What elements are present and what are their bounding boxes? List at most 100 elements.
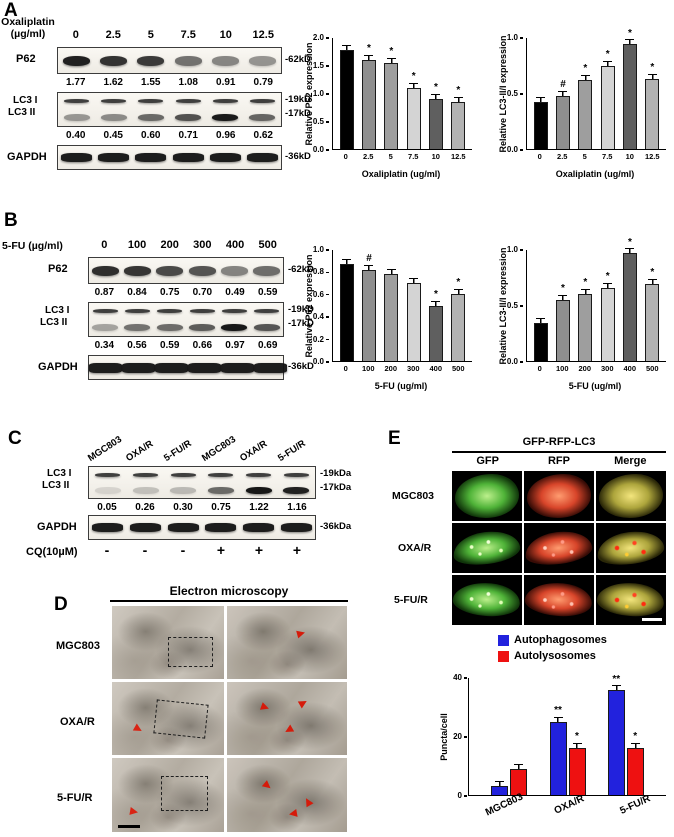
significance: #: [560, 78, 566, 90]
band: [188, 265, 216, 276]
band: [189, 324, 216, 332]
significance: *: [650, 267, 655, 279]
band: [253, 324, 280, 332]
bar: [339, 50, 354, 149]
band: [63, 114, 90, 122]
puncta: [596, 575, 666, 625]
y-tick: 0.0: [507, 146, 523, 154]
x-axis-label: 5-FU (ug/ml): [374, 381, 428, 391]
band: [124, 309, 150, 314]
error-bar: [364, 264, 374, 270]
y-tick: 0.5: [507, 90, 523, 98]
error-bar: [386, 269, 396, 275]
bar-group: *: [450, 250, 467, 361]
red-arrowhead: [133, 723, 148, 737]
plot-area: * * * * *: [526, 238, 666, 362]
em-title-underline: [110, 600, 348, 602]
band: [253, 265, 281, 276]
marker-17kd-b: -17kD: [288, 318, 314, 329]
plot-area: * * * * *: [332, 38, 472, 150]
legend: Autophagosomes Autolysosomes: [498, 634, 607, 662]
band: [156, 324, 183, 332]
band: [92, 523, 124, 532]
band: [249, 114, 276, 122]
band: [172, 153, 204, 162]
bar: [578, 80, 593, 149]
fluorescence-grid: [452, 471, 666, 625]
blot-label-lc3ii-c: LC3 II: [42, 480, 70, 491]
band: [98, 153, 130, 162]
marker-17kd-a: -17kD: [285, 108, 311, 119]
band: [189, 309, 215, 314]
blot-p62-a: [57, 47, 282, 74]
lane-labels-c: MGC803 OXA/R 5-FU/R MGC803 OXA/R 5-FU/R: [86, 434, 316, 464]
lc3ii-lanes: [89, 320, 283, 337]
band: [248, 55, 276, 66]
marker-36kd-b: -36kD: [288, 361, 314, 372]
significance: *: [456, 277, 461, 289]
fluorescence-column-headers: GFP RFP Merge: [476, 455, 647, 467]
band: [157, 309, 183, 314]
bar-group: *: [644, 38, 661, 149]
cell-body: [526, 474, 592, 518]
lc3i-lanes: [58, 93, 281, 110]
lc3ii-lanes: [89, 483, 315, 499]
x-axis-ticks: 0 2.5 5 7.5 10 12.5: [537, 152, 660, 161]
x-axis-ticks: 0 100 200 300 400 500: [537, 364, 659, 373]
em-image-5fur-overview: [112, 758, 224, 832]
x-axis-label: Oxaliplatin (ug/ml): [555, 169, 635, 179]
error-bar: [580, 75, 590, 81]
error-bar: [647, 74, 657, 80]
blot-gapdh-b: [88, 355, 287, 380]
puncta: [524, 523, 594, 573]
lc3ii-lanes: [58, 110, 281, 127]
marker-19kd-a: -19kD: [285, 94, 311, 105]
y-tick: 0.0: [313, 357, 329, 366]
cell-oxar-merge: [596, 523, 666, 573]
y-tick: 20: [453, 733, 467, 741]
bar-group: *: [599, 38, 616, 149]
x-axis-ticks: MGC803 OXA/R 5-FU/R: [468, 792, 666, 819]
legend-label: Autolysosomes: [514, 650, 596, 662]
band: [138, 99, 164, 104]
p62-values-a: 1.77 1.62 1.55 1.08 0.91 0.79: [66, 77, 273, 88]
red-arrowhead: [279, 724, 295, 738]
y-tick: 0.0: [313, 146, 329, 154]
band: [155, 362, 188, 373]
y-axis-ticks: 1.0 0.8 0.6 0.4 0.2 0.0: [298, 246, 329, 366]
blot-label-lc3i-a: LC3 I: [13, 95, 38, 106]
blot-p62-b: [88, 257, 284, 284]
cell-5fur-rfp: [524, 575, 594, 625]
band: [94, 486, 121, 494]
band: [156, 265, 184, 276]
bar: [555, 299, 571, 361]
fl-row-label-mgc803: MGC803: [392, 490, 435, 502]
y-tick: 2.0: [313, 34, 329, 42]
lc3-values-a: 0.40 0.45 0.60 0.71 0.96 0.62: [66, 130, 273, 141]
puncta: [524, 575, 594, 625]
band: [254, 309, 280, 314]
zoom-region-box: [168, 636, 213, 668]
red-arrowhead: [283, 808, 298, 819]
bars: * * * * *: [527, 238, 666, 361]
marker-62kd-a: -62kD: [285, 54, 311, 65]
band: [92, 309, 118, 314]
treatment-label-oxaliplatin: Oxaliplatin (µg/ml): [0, 16, 56, 40]
bar-group: [338, 250, 355, 361]
y-tick: 0.5: [507, 302, 523, 310]
cell-mgc803-gfp: [452, 471, 522, 521]
band: [101, 99, 127, 104]
y-tick: 1.0: [507, 246, 523, 254]
band: [245, 486, 272, 494]
lane-label: 5-FU/R: [162, 438, 194, 464]
legend-swatch-autolysosomes: [498, 650, 509, 662]
y-tick: 0.6: [313, 290, 329, 299]
significance: *: [389, 45, 394, 57]
bar: [600, 65, 615, 149]
error-bar: [553, 716, 563, 722]
chart-b-p62: Relative P62 expression 1.0 0.8 0.6 0.4 …: [298, 240, 478, 398]
error-bar: [409, 82, 419, 88]
band: [175, 99, 201, 104]
lane-label: MGC803: [86, 434, 124, 464]
band: [95, 472, 121, 477]
